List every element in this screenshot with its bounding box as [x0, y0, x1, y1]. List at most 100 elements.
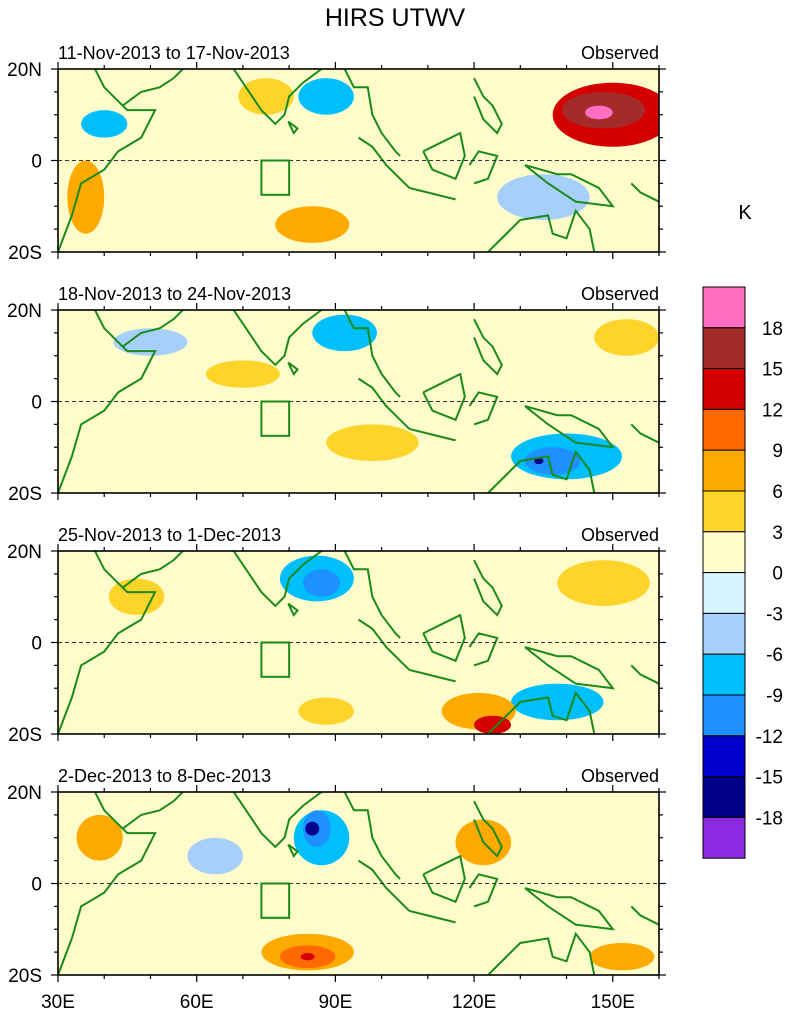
anomaly-contour — [511, 683, 604, 721]
coastline — [468, 632, 499, 667]
coastline — [357, 859, 411, 912]
coastline — [357, 136, 411, 189]
chart-title: HIRS UTWV — [325, 4, 466, 32]
anomaly-contour — [589, 942, 655, 971]
anomaly-contour — [585, 105, 613, 120]
coastline — [409, 909, 456, 924]
anomaly-contour — [113, 328, 188, 356]
coastline — [630, 182, 659, 203]
colorbar-swatch — [702, 694, 746, 737]
coastline — [357, 618, 411, 671]
anomaly-contour — [275, 206, 350, 243]
colorbar-swatch — [702, 735, 746, 778]
coastline — [468, 391, 499, 426]
coastline — [287, 843, 299, 858]
coastline — [232, 551, 323, 608]
panel-date-range: 25-Nov-2013 to 1-Dec-2013 — [58, 525, 281, 545]
coastline — [487, 931, 596, 975]
colorbar-label: -3 — [766, 604, 783, 625]
colorbar-swatch — [702, 572, 746, 614]
coastline — [58, 69, 157, 252]
region-box — [260, 641, 291, 678]
coastline — [524, 164, 615, 208]
anomaly-contour — [326, 424, 419, 461]
colorbar-label: -15 — [756, 768, 783, 789]
anomaly-contour — [238, 78, 294, 115]
coastline — [524, 887, 615, 931]
coastline — [58, 792, 157, 975]
y-label-north: 20N — [7, 301, 42, 322]
y-label-north: 20N — [7, 783, 42, 804]
coastline — [122, 310, 184, 348]
x-tick-label: 150E — [591, 992, 635, 1013]
coastline — [287, 120, 299, 135]
coastline — [468, 150, 499, 185]
panel-field — [58, 792, 659, 975]
panel-label: Observed — [581, 43, 659, 63]
colorbar-swatch — [702, 531, 746, 574]
coastline — [287, 361, 299, 376]
coastline — [422, 131, 466, 181]
panels: 20N 0 20S 11-Nov-2013 to 17-Nov-2013 Observe… — [7, 43, 666, 987]
coastline — [409, 186, 456, 201]
x-axis: 30E 60E 90E 120E 150E — [41, 992, 635, 1013]
anomaly-contour — [300, 953, 315, 961]
colorbar-label: 3 — [772, 523, 783, 544]
y-label-equator: 0 — [31, 875, 42, 896]
colorbar-swatch — [702, 327, 746, 370]
coastline — [343, 792, 401, 880]
coastline — [422, 372, 466, 422]
colorbar-label: 9 — [772, 441, 783, 462]
coastline — [122, 551, 184, 589]
anomaly-contour — [303, 569, 341, 597]
panel-2: 20N 0 20S 18-Nov-2013 to 24-Nov-2013 Observe… — [7, 284, 666, 505]
x-tick-label: 90E — [318, 992, 352, 1013]
anomaly-contour — [187, 837, 243, 875]
coastline — [409, 668, 456, 683]
coastline — [524, 646, 615, 690]
coastline — [343, 69, 401, 157]
region-box — [260, 159, 291, 196]
anomaly-contour — [474, 715, 512, 734]
anomaly-contour — [557, 560, 650, 606]
x-tick-label: 30E — [41, 992, 75, 1013]
coastline — [468, 873, 499, 908]
panel-field — [58, 310, 659, 493]
y-label-south: 20S — [8, 243, 42, 264]
x-tick-label: 60E — [180, 992, 214, 1013]
colorbar-swatch — [702, 408, 746, 451]
colorbar-label: -18 — [756, 808, 783, 829]
coastline — [409, 427, 456, 442]
colorbar-label: -9 — [766, 686, 783, 707]
anomaly-contour — [312, 314, 377, 352]
panel-label: Observed — [581, 284, 659, 304]
coastline — [357, 377, 411, 430]
colorbar-label: -6 — [766, 645, 783, 666]
coastline — [487, 449, 596, 493]
coastline — [58, 551, 157, 734]
anomaly-contour — [205, 360, 280, 388]
colorbar-label: 18 — [762, 319, 783, 340]
coastline — [287, 602, 299, 617]
coastline — [473, 318, 503, 376]
coastline — [630, 664, 659, 685]
panel-3: 20N 0 20S 25-Nov-2013 to 1-Dec-2013 Observed — [7, 525, 666, 746]
y-label-south: 20S — [8, 484, 42, 505]
anomaly-contour — [108, 578, 165, 616]
coastline — [122, 69, 184, 107]
coastline — [524, 405, 615, 449]
coastline — [343, 310, 401, 398]
panel-date-range: 2-Dec-2013 to 8-Dec-2013 — [58, 766, 271, 786]
colorbar-label: 0 — [772, 564, 783, 585]
colorbar-swatch — [702, 776, 746, 818]
colorbar-swatch — [702, 816, 746, 859]
colorbar-swatch — [702, 368, 746, 410]
panel-date-range: 18-Nov-2013 to 24-Nov-2013 — [58, 284, 291, 304]
y-label-equator: 0 — [31, 393, 42, 414]
anomaly-contour — [305, 821, 320, 836]
coastline — [232, 69, 323, 126]
colorbar: 18 15 12 9 6 3 0 -3 -6 -9 -12 -15 -18 — [702, 286, 783, 859]
x-tick-label: 120E — [452, 992, 496, 1013]
panel-date-range: 11-Nov-2013 to 17-Nov-2013 — [58, 43, 290, 63]
